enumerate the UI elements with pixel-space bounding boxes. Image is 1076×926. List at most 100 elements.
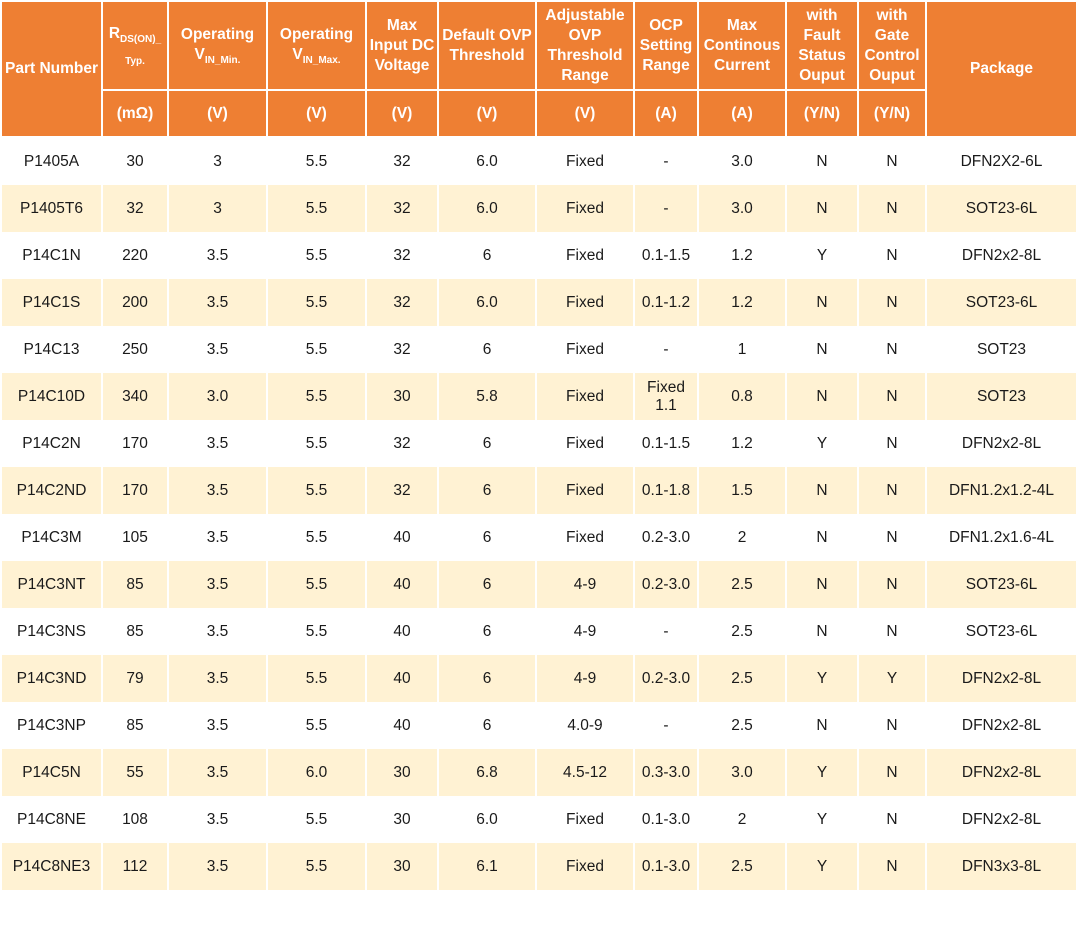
default-ovp-cell: 6.0 [437, 796, 537, 843]
table-row: P14C3ND 79 3.5 5.5 40 6 4-9 0.2-3.0 2.5 Y Y DFN2x2-… [0, 655, 1076, 702]
vin-max-cell: 5.5 [266, 420, 367, 467]
fault-cell: Y [785, 843, 859, 890]
default-ovp-cell: 6.1 [437, 843, 537, 890]
max-current-cell: 2 [697, 796, 787, 843]
gate-cell: N [857, 137, 927, 185]
rds-cell: 55 [101, 749, 169, 796]
gate-cell: N [857, 373, 927, 420]
default-ovp-cell: 6.0 [437, 279, 537, 326]
max-current-cell: 1.2 [697, 232, 787, 279]
vin-min-cell: 3.5 [167, 655, 268, 702]
vin-max-cell: 5.5 [266, 655, 367, 702]
ocp-cell: - [633, 608, 699, 655]
ocp-cell: 0.1-1.8 [633, 467, 699, 514]
package-cell: DFN2x2-8L [925, 232, 1076, 279]
ocp-cell: 0.2-3.0 [633, 514, 699, 561]
adj-ovp-cell: Fixed [535, 232, 635, 279]
vin-max-cell: 5.5 [266, 608, 367, 655]
rds-cell: 170 [101, 467, 169, 514]
vin-max-cell: 5.5 [266, 702, 367, 749]
header-rds-on: RDS(ON)_ Typ. [101, 0, 169, 91]
table-row: P14C5N 55 3.5 6.0 30 6.8 4.5-12 0.3-3.0 3.0 Y N DFN… [0, 749, 1076, 796]
default-ovp-cell: 6 [437, 420, 537, 467]
vin-min-cell: 3.5 [167, 561, 268, 608]
adj-ovp-cell: Fixed [535, 467, 635, 514]
unit-gate: (Y/N) [857, 89, 927, 138]
default-ovp-cell: 6.8 [437, 749, 537, 796]
part-number-cell: P14C3M [0, 514, 103, 561]
header-max-current: Max Continous Current [697, 0, 787, 91]
header-fault-status: with Fault Status Ouput [785, 0, 859, 91]
max-current-cell: 1.2 [697, 420, 787, 467]
ocp-cell: 0.2-3.0 [633, 655, 699, 702]
vin-min-cell: 3.5 [167, 326, 268, 373]
part-number-cell: P14C5N [0, 749, 103, 796]
unit-adj-ovp: (V) [535, 89, 635, 138]
vin-min-cell: 3 [167, 137, 268, 185]
max-input-cell: 32 [365, 185, 439, 232]
table-header: Part Number RDS(ON)_ Typ. Operating VIN_… [0, 0, 1076, 138]
rds-cell: 79 [101, 655, 169, 702]
gate-cell: N [857, 326, 927, 373]
part-number-cell: P14C1S [0, 279, 103, 326]
ocp-cell: 0.1-1.5 [633, 232, 699, 279]
vin-min-cell: 3.5 [167, 420, 268, 467]
ocp-cell: - [633, 137, 699, 185]
fault-cell: N [785, 326, 859, 373]
max-input-cell: 30 [365, 373, 439, 420]
header-vin-max-sub: IN_Max. [302, 54, 341, 66]
vin-max-cell: 5.5 [266, 514, 367, 561]
table-body: P1405A 30 3 5.5 32 6.0 Fixed -3.0 N N DFN2X2-6L P14… [0, 137, 1076, 890]
table-row: P14C2ND 170 3.5 5.5 32 6 Fixed 0.1-1.8 1.5 N N DFN1… [0, 467, 1076, 514]
header-adjustable-ovp: Adjustable OVP Threshold Range [535, 0, 635, 91]
max-input-cell: 40 [365, 608, 439, 655]
table-row: P14C3M 105 3.5 5.5 40 6 Fixed 0.2-3.0 2 N N DFN1.2x… [0, 514, 1076, 561]
part-number-cell: P1405T6 [0, 185, 103, 232]
table-row: P1405T6 32 3 5.5 32 6.0 Fixed -3.0 N N SOT23-6L [0, 185, 1076, 232]
rds-cell: 85 [101, 702, 169, 749]
adj-ovp-cell: 4-9 [535, 608, 635, 655]
vin-max-cell: 5.5 [266, 326, 367, 373]
part-number-cell: P14C3NS [0, 608, 103, 655]
gate-cell: N [857, 514, 927, 561]
header-gate-control: with Gate Control Ouput [857, 0, 927, 91]
fault-cell: N [785, 608, 859, 655]
max-current-cell: 0.8 [697, 373, 787, 420]
vin-min-cell: 3.5 [167, 232, 268, 279]
package-cell: DFN2X2-6L [925, 137, 1076, 185]
part-number-cell: P14C8NE3 [0, 843, 103, 890]
max-input-cell: 40 [365, 561, 439, 608]
vin-min-cell: 3.5 [167, 796, 268, 843]
fault-cell: Y [785, 655, 859, 702]
max-current-cell: 2.5 [697, 843, 787, 890]
package-cell: DFN2x2-8L [925, 420, 1076, 467]
table-row: P14C13 250 3.5 5.5 32 6 Fixed -1 N N SOT23 [0, 326, 1076, 373]
max-input-cell: 32 [365, 467, 439, 514]
default-ovp-cell: 5.8 [437, 373, 537, 420]
adj-ovp-cell: 4-9 [535, 655, 635, 702]
units-row: (mΩ) (V) (V) (V) (V) (V) (A) (A) (Y/N) (… [1, 89, 1076, 138]
fault-cell: N [785, 373, 859, 420]
max-current-cell: 1.2 [697, 279, 787, 326]
package-cell: SOT23-6L [925, 608, 1076, 655]
vin-max-cell: 6.0 [266, 749, 367, 796]
rds-cell: 30 [101, 137, 169, 185]
vin-max-cell: 5.5 [266, 561, 367, 608]
part-number-cell: P14C1N [0, 232, 103, 279]
default-ovp-cell: 6.0 [437, 185, 537, 232]
vin-min-cell: 3.5 [167, 514, 268, 561]
vin-min-cell: 3.5 [167, 279, 268, 326]
header-rds-sub: DS(ON)_ Typ. [120, 33, 162, 67]
adj-ovp-cell: 4.5-12 [535, 749, 635, 796]
table-row: P14C10D 340 3.0 5.5 30 5.8 Fixed Fixed 1.1 0.8 N N… [0, 373, 1076, 420]
max-input-cell: 30 [365, 796, 439, 843]
vin-max-cell: 5.5 [266, 279, 367, 326]
ocp-cell: 0.2-3.0 [633, 561, 699, 608]
max-current-cell: 3.0 [697, 185, 787, 232]
max-input-cell: 32 [365, 420, 439, 467]
gate-cell: N [857, 420, 927, 467]
table-row: P14C3NP 85 3.5 5.5 40 6 4.0-9-2.5 N N DFN2x2-8L [0, 702, 1076, 749]
unit-fault: (Y/N) [785, 89, 859, 138]
gate-cell: N [857, 561, 927, 608]
gate-cell: N [857, 279, 927, 326]
